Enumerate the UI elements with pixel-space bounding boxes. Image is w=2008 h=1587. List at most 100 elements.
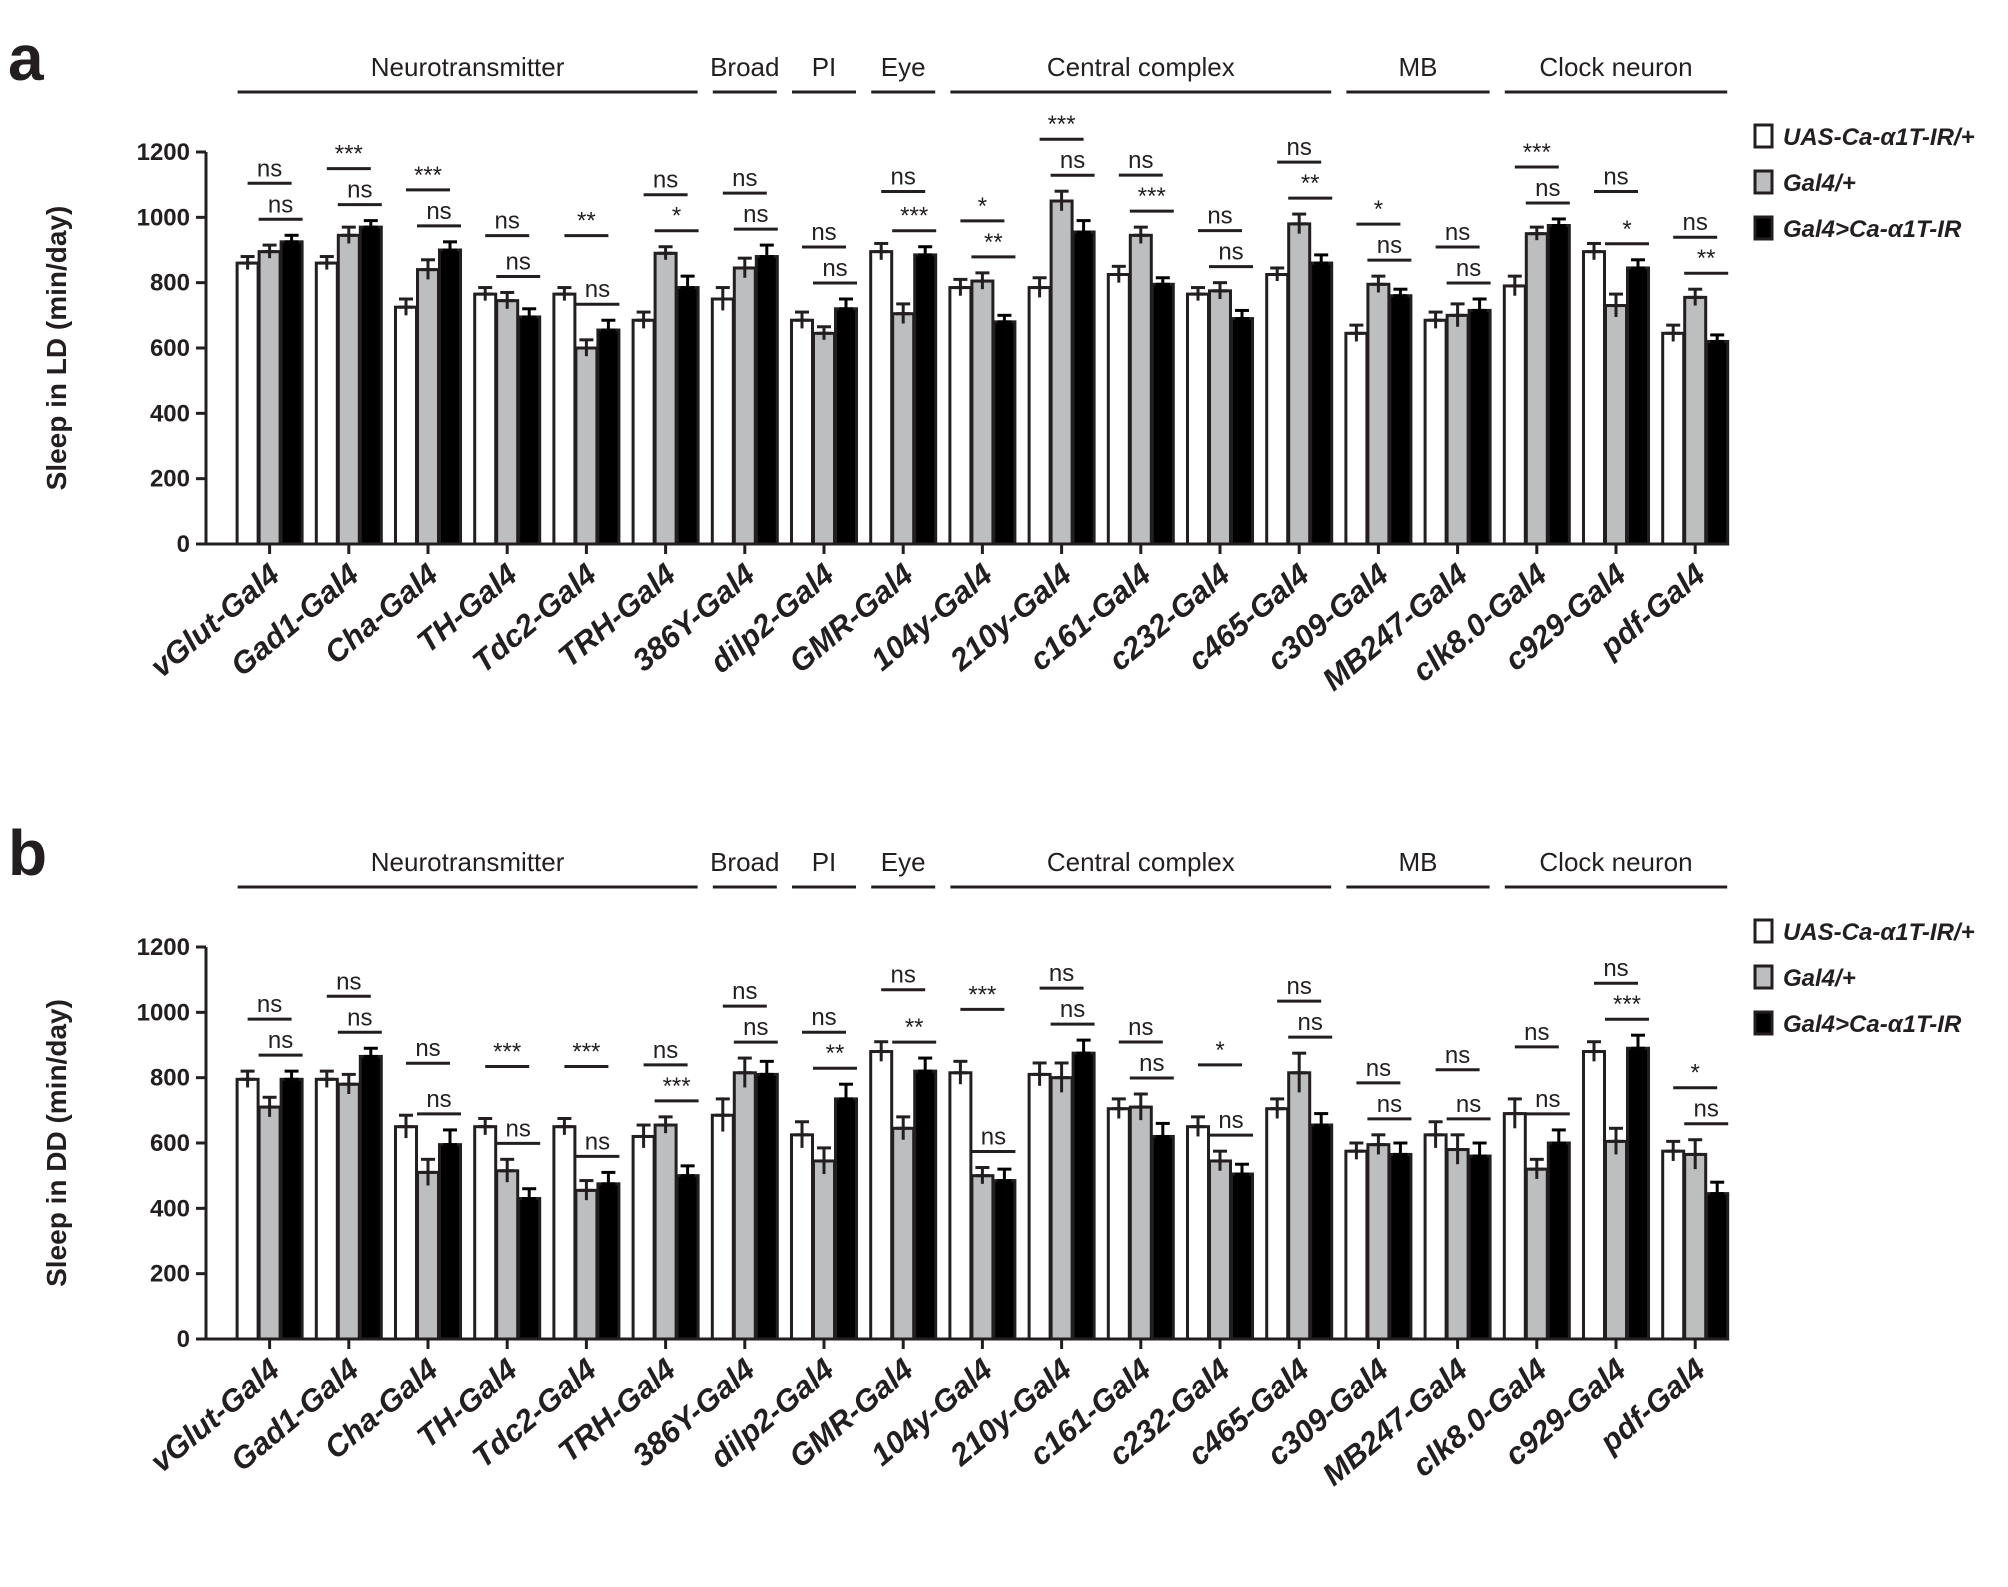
- sig-label-outer: ns: [1128, 147, 1153, 174]
- sig-label-inner: ns: [1456, 1091, 1481, 1118]
- group-label: Broad: [710, 847, 779, 877]
- bar: [1582, 1050, 1606, 1341]
- sig-label-outer: ns: [1207, 203, 1232, 230]
- sig-label-inner: ns: [1456, 255, 1481, 282]
- bar: [552, 1125, 577, 1341]
- bar: [473, 1125, 498, 1341]
- group-label: MB: [1399, 847, 1438, 877]
- bar: [891, 312, 916, 546]
- sig-label-outer: **: [577, 208, 596, 235]
- bar: [710, 1113, 735, 1341]
- y-tick-label: 200: [150, 1261, 190, 1288]
- sig-label-outer: ns: [1603, 163, 1628, 190]
- y-tick-label: 1200: [137, 139, 190, 166]
- bar: [653, 251, 678, 546]
- bar: [495, 1169, 520, 1341]
- sig-label-outer: ***: [414, 162, 442, 189]
- legend-label: Gal4>Ca-α1T-IR: [1783, 216, 1962, 243]
- panel-letter: a: [8, 22, 44, 94]
- sig-label-inner: ns: [981, 1124, 1006, 1151]
- sig-label-inner: ns: [268, 191, 293, 218]
- bar: [1524, 1167, 1549, 1341]
- bar: [596, 1182, 621, 1341]
- sig-label-inner: ns: [268, 1027, 293, 1054]
- sig-label-outer: ns: [415, 1035, 440, 1062]
- y-tick-label: 0: [177, 531, 190, 558]
- legend-label: Gal4/+: [1783, 170, 1856, 197]
- sig-label-inner: *: [672, 203, 681, 230]
- bar: [574, 1188, 599, 1341]
- bar: [1467, 1154, 1492, 1341]
- sig-label-outer: ns: [811, 1004, 836, 1031]
- sig-label-outer: ***: [493, 1039, 521, 1066]
- panel-b-chart: b Neurotransmitter Broad PI Eye Central compl…: [8, 817, 1975, 1492]
- bar: [970, 279, 995, 546]
- bar: [1626, 266, 1650, 546]
- y-tick-label: 800: [150, 1065, 190, 1092]
- sig-label-inner: ***: [663, 1073, 691, 1100]
- bar: [314, 1077, 339, 1341]
- sig-label-outer: ns: [1128, 1014, 1153, 1041]
- sig-label-outer: ***: [1523, 139, 1551, 166]
- bar: [1230, 317, 1254, 546]
- bar: [552, 292, 577, 546]
- legend-swatch: [1753, 964, 1774, 990]
- bar: [257, 1105, 282, 1341]
- bar: [754, 255, 779, 546]
- bar: [1582, 250, 1606, 546]
- sig-label-inner: ns: [743, 201, 768, 228]
- sig-label-inner: ns: [426, 198, 451, 225]
- bar: [1265, 273, 1290, 546]
- bar: [1604, 1139, 1628, 1341]
- bar: [1128, 1105, 1153, 1341]
- legend-label: Gal4/+: [1783, 965, 1856, 992]
- bar: [869, 1050, 894, 1341]
- sig-label-outer: *: [1374, 196, 1383, 223]
- sig-label-inner: ns: [1535, 175, 1560, 202]
- sig-label-inner: **: [1697, 245, 1716, 272]
- bar: [1106, 273, 1131, 546]
- bar: [1366, 1143, 1391, 1341]
- y-tick-label: 400: [150, 1195, 190, 1222]
- bar: [1287, 1071, 1312, 1341]
- sig-label-outer: ns: [891, 163, 916, 190]
- bar: [754, 1072, 779, 1341]
- bar: [1071, 230, 1096, 546]
- bar: [1546, 1141, 1571, 1341]
- sig-label-inner: ns: [1060, 996, 1085, 1023]
- sig-label-outer: ns: [1049, 960, 1074, 987]
- bar: [948, 1071, 973, 1341]
- legend-swatch: [1753, 918, 1774, 944]
- sig-label-outer: ns: [732, 978, 757, 1005]
- bar: [394, 305, 418, 546]
- bar: [495, 299, 520, 546]
- sig-label-inner: ns: [1139, 1050, 1164, 1077]
- bar: [1344, 1149, 1369, 1341]
- bar: [653, 1123, 678, 1341]
- bar: [574, 346, 599, 546]
- y-axis-label: Sleep in LD (min/day): [41, 206, 72, 491]
- sig-label-outer: ns: [1287, 973, 1312, 1000]
- bar: [1502, 1112, 1527, 1341]
- bar: [869, 250, 894, 546]
- bar: [336, 233, 361, 546]
- bar: [631, 318, 656, 546]
- sig-label-outer: ns: [257, 155, 282, 182]
- bar: [675, 286, 700, 546]
- y-tick-label: 800: [150, 270, 190, 297]
- panel-letter: b: [8, 817, 47, 889]
- sig-label-inner: ns: [347, 177, 372, 204]
- bar: [1445, 313, 1470, 546]
- sig-label-inner: ns: [743, 1014, 768, 1041]
- bar: [834, 307, 858, 546]
- legend-swatch: [1753, 169, 1774, 195]
- sig-label-inner: ns: [822, 255, 847, 282]
- sig-label-outer: ns: [891, 962, 916, 989]
- legend-swatch: [1753, 123, 1774, 149]
- y-tick-label: 200: [150, 466, 190, 493]
- sig-label-outer: *: [1691, 1060, 1700, 1087]
- bar: [596, 328, 621, 546]
- bar: [1071, 1051, 1096, 1341]
- group-label: Neurotransmitter: [371, 52, 565, 82]
- sig-label-outer: ***: [335, 141, 363, 168]
